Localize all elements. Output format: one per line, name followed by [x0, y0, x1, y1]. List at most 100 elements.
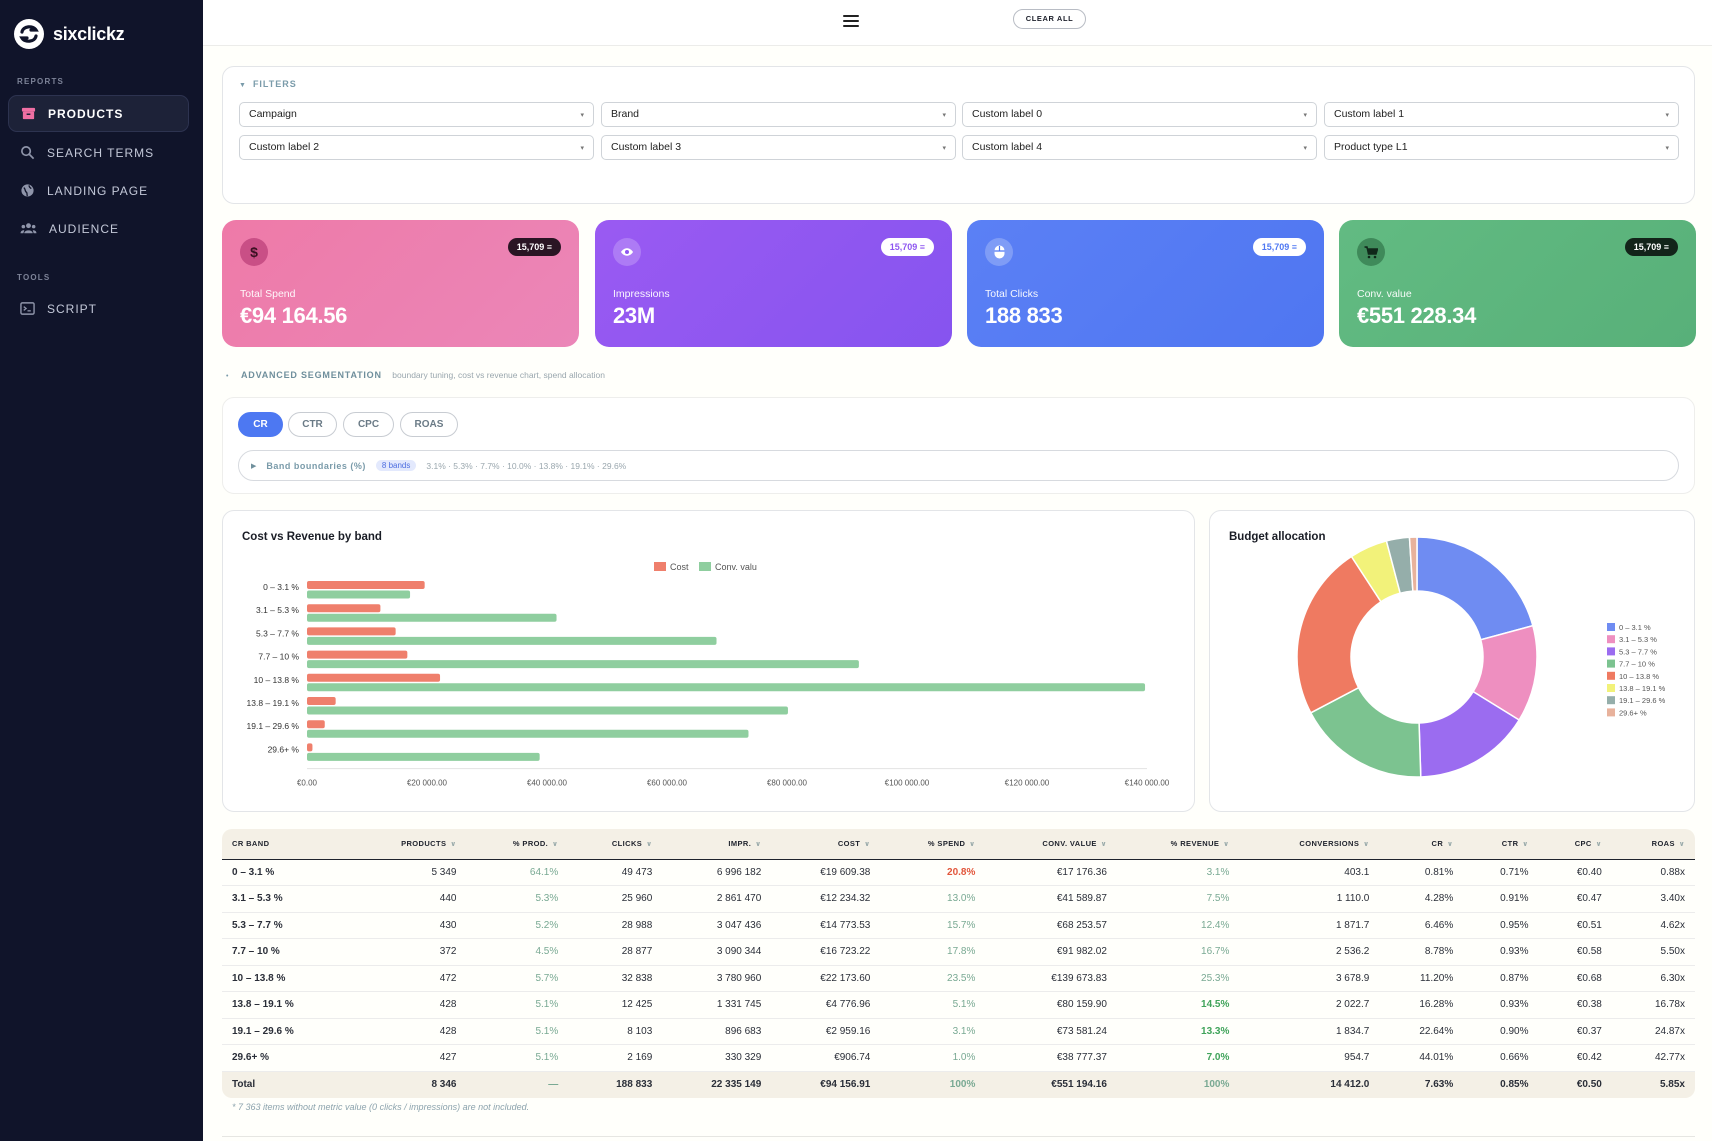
bar-cost[interactable] [307, 627, 396, 636]
bar-conv[interactable] [307, 660, 859, 669]
column-header[interactable]: CPC ∨ [1538, 829, 1612, 860]
menu-icon[interactable] [841, 12, 861, 30]
bar-cost[interactable] [307, 604, 381, 613]
sort-icon[interactable]: ∨ [755, 841, 762, 849]
table-row[interactable]: 3.1 – 5.3 % 440 5.3% 25 960 2 861 470 €12 234… [222, 885, 1695, 913]
tab-cr[interactable]: CR [238, 412, 283, 437]
table-row[interactable]: 5.3 – 7.7 % 430 5.2% 28 988 3 047 436 €14 773… [222, 912, 1695, 939]
sidebar-item-products[interactable]: PRODUCTS [8, 95, 189, 132]
table-cell: 32 838 [568, 965, 663, 992]
sidebar-item-audience[interactable]: AUDIENCE [8, 210, 189, 247]
sort-icon[interactable]: ∨ [1223, 841, 1230, 849]
table-row[interactable]: 29.6+ % 427 5.1% 2 169 330 329 €906.74 1.0% €38… [222, 1044, 1695, 1072]
table-cell: 0.87% [1463, 965, 1539, 992]
x-tick-label: €0.00 [297, 779, 318, 788]
brand-logo[interactable]: sixclickz [14, 19, 125, 49]
bar-conv[interactable] [307, 683, 1146, 692]
donut-slice[interactable] [1408, 536, 1418, 592]
column-header[interactable]: CONVERSIONS ∨ [1239, 829, 1380, 860]
column-header[interactable]: CONV. VALUE ∨ [985, 829, 1117, 860]
bar-cost[interactable] [307, 650, 408, 659]
bar-conv[interactable] [307, 613, 557, 622]
kpi-badge[interactable]: 15,709 ≡ [880, 238, 934, 256]
column-header[interactable]: % PROD. ∨ [466, 829, 569, 860]
sidebar-item-label: PRODUCTS [48, 106, 124, 121]
bar-cost[interactable] [307, 697, 336, 705]
cart-icon [1357, 238, 1385, 266]
kpi-badge[interactable]: 15,709 ≡ [1252, 238, 1306, 256]
table-cell: 15.7% [880, 912, 986, 939]
tab-cpc[interactable]: CPC [343, 412, 394, 437]
filter-custom-label-0[interactable]: Custom label 0 ▾ [962, 102, 1317, 127]
divider [222, 1136, 1695, 1137]
filter-custom-label-4[interactable]: Custom label 4 ▾ [962, 135, 1317, 160]
column-header[interactable]: % REVENUE ∨ [1116, 829, 1240, 860]
bar-conv[interactable] [307, 636, 717, 645]
donut-slice[interactable] [1296, 555, 1382, 714]
mouse-icon [985, 238, 1013, 266]
bar-cost[interactable] [307, 720, 325, 729]
sort-icon[interactable]: ∨ [1447, 841, 1454, 849]
column-header[interactable]: CLICKS ∨ [568, 829, 663, 860]
sidebar-item-script[interactable]: SCRIPT [8, 290, 189, 327]
table-cell: 440 [349, 885, 467, 913]
bar-conv[interactable] [307, 729, 749, 738]
sidebar-item-search-terms[interactable]: SEARCH TERMS [8, 134, 189, 171]
table-cell: 428 [349, 991, 467, 1019]
bar-cost[interactable] [307, 673, 441, 682]
table-row[interactable]: 10 – 13.8 % 472 5.7% 32 838 3 780 960 €22 173… [222, 965, 1695, 992]
y-tick-label: 19.1 – 29.6 % [247, 721, 300, 731]
filter-campaign[interactable]: Campaign ▾ [239, 102, 594, 127]
bar-cost[interactable] [307, 581, 425, 589]
sidebar-item-landing-page[interactable]: LANDING PAGE [8, 172, 189, 209]
filter-product-type-l1[interactable]: Product type L1 ▾ [1324, 135, 1679, 160]
filter-custom-label-2[interactable]: Custom label 2 ▾ [239, 135, 594, 160]
sort-icon[interactable]: ∨ [646, 841, 653, 849]
budget-allocation-card: Budget allocation 0 – 3.1 % 3.1 – 5.3 % 5.… [1209, 510, 1695, 812]
column-header[interactable]: IMPR. ∨ [662, 829, 772, 860]
table-cell: 44.01% [1379, 1044, 1464, 1072]
sort-icon[interactable]: ∨ [450, 841, 457, 849]
column-header[interactable]: CR BAND [222, 829, 350, 860]
bar-conv[interactable] [307, 706, 788, 715]
table-cell: 22.64% [1379, 1018, 1464, 1045]
filter-brand[interactable]: Brand ▾ [601, 102, 956, 127]
filters-toggle[interactable]: ▼ FILTERS [239, 79, 297, 89]
tab-roas[interactable]: ROAS [400, 412, 458, 437]
sort-icon[interactable]: ∨ [969, 841, 976, 849]
table-cell: 6 996 182 [662, 859, 772, 886]
table-row[interactable]: 7.7 – 10 % 372 4.5% 28 877 3 090 344 €16 723.… [222, 938, 1695, 966]
x-tick-label: €40 000.00 [527, 779, 568, 788]
y-tick-label: 3.1 – 5.3 % [256, 605, 299, 615]
column-header[interactable]: COST ∨ [771, 829, 881, 860]
sort-icon[interactable]: ∨ [552, 841, 559, 849]
tab-ctr[interactable]: CTR [288, 412, 337, 437]
bar-conv[interactable] [307, 590, 411, 599]
filter-custom-label-1[interactable]: Custom label 1 ▾ [1324, 102, 1679, 127]
donut-slice[interactable] [1416, 536, 1534, 641]
kpi-badge[interactable]: 15,709 ≡ [507, 238, 561, 256]
bar-conv[interactable] [307, 752, 540, 761]
segmentation-toggle[interactable]: • ADVANCED SEGMENTATION boundary tuning,… [226, 370, 605, 380]
filter-custom-label-3[interactable]: Custom label 3 ▾ [601, 135, 956, 160]
sort-icon[interactable]: ∨ [1678, 841, 1685, 849]
clear-all-button[interactable]: CLEAR ALL [1013, 9, 1086, 29]
table-row[interactable]: 19.1 – 29.6 % 428 5.1% 8 103 896 683 €2 959.1… [222, 1018, 1695, 1045]
sort-icon[interactable]: ∨ [864, 841, 871, 849]
sort-icon[interactable]: ∨ [1595, 841, 1602, 849]
sort-icon[interactable]: ∨ [1522, 841, 1529, 849]
table-cell: 3.1% [1116, 859, 1240, 886]
kpi-badge[interactable]: 15,709 ≡ [1624, 238, 1678, 256]
band-boundaries-toggle[interactable]: ▶ Band boundaries (%) 8 bands 3.1% · 5.3… [238, 450, 1679, 481]
table-total-row: Total 8 346—188 833 22 335 149 €94 156.91 10… [222, 1071, 1695, 1098]
column-header[interactable]: ROAS ∨ [1611, 829, 1695, 860]
column-header[interactable]: % SPEND ∨ [880, 829, 986, 860]
sort-icon[interactable]: ∨ [1363, 841, 1370, 849]
bar-cost[interactable] [307, 743, 313, 752]
table-row[interactable]: 0 – 3.1 % 5 349 64.1% 49 473 6 996 182 €19 60… [222, 859, 1695, 886]
sort-icon[interactable]: ∨ [1100, 841, 1107, 849]
table-row[interactable]: 13.8 – 19.1 % 428 5.1% 12 425 1 331 745 €4 77… [222, 991, 1695, 1019]
column-header[interactable]: PRODUCTS ∨ [349, 829, 467, 860]
column-header[interactable]: CR ∨ [1379, 829, 1464, 860]
column-header[interactable]: CTR ∨ [1463, 829, 1539, 860]
